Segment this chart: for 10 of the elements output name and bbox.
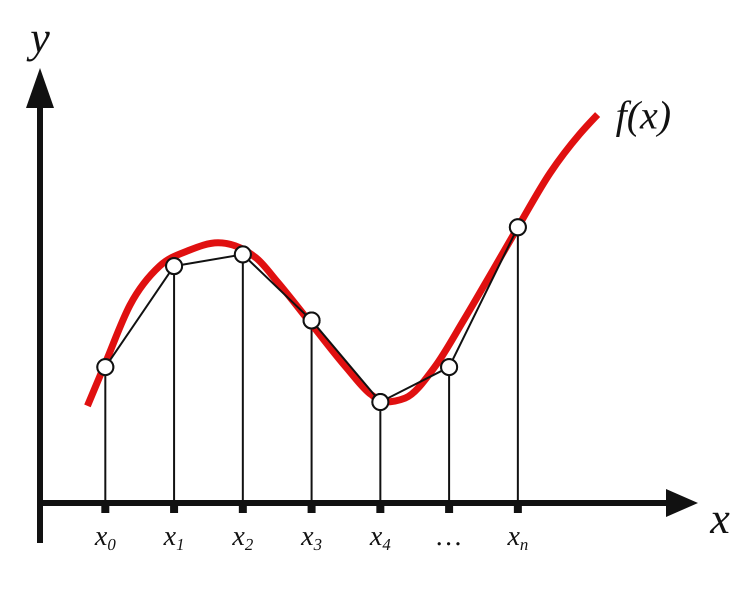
x-tick-label: x$_{2}$ [231, 521, 254, 554]
x-tick-label: x$_{n}$ [506, 521, 528, 554]
y-axis-title: y [26, 13, 50, 62]
x-tick-label: x$_{1}$ [162, 521, 184, 554]
x-tick-label: x$_{0}$ [94, 521, 116, 554]
x-axis-title: x [709, 494, 730, 543]
x-tick-label: … [436, 521, 462, 552]
x-tick-label: x$_{3}$ [300, 521, 322, 554]
x-tick-label: x$_{4}$ [368, 521, 392, 554]
series-label: f(x) [616, 92, 672, 138]
